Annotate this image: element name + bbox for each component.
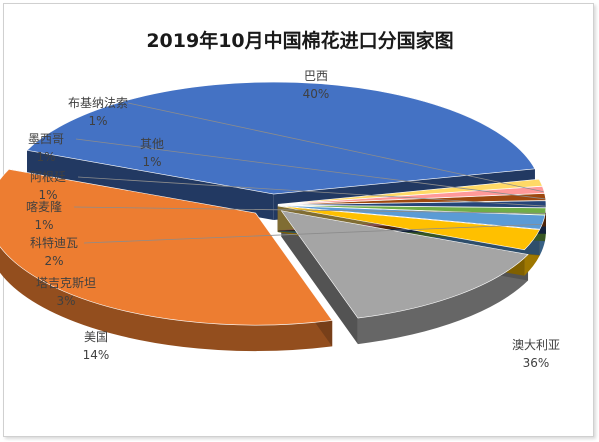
slice-value-label-3: 3% xyxy=(56,294,75,308)
chart-title: 2019年10月中国棉花进口分国家图 xyxy=(146,29,453,52)
leader-line-8 xyxy=(127,102,544,193)
pie-slice-2 xyxy=(280,210,529,319)
slice-name-label-3: 塔吉克斯坦 xyxy=(36,276,96,290)
slice-name-label-6: 阿根廷 xyxy=(30,170,66,184)
leader-line-4 xyxy=(83,223,543,244)
pie-slice-0 xyxy=(26,81,536,195)
pie-wall-0-1 xyxy=(27,150,274,221)
slice-value-label-0: 40% xyxy=(303,87,330,101)
pie-wall-2-0 xyxy=(281,210,358,345)
slice-value-label-6: 1% xyxy=(38,188,57,202)
pie-tops xyxy=(0,81,547,326)
slice-value-label-1: 36% xyxy=(523,356,550,370)
slice-name-label-8: 布基纳法索 xyxy=(68,96,128,110)
leader-line-6 xyxy=(77,176,547,207)
pie-slice-9 xyxy=(277,178,543,205)
pie-side-1 xyxy=(0,169,333,352)
leader-lines xyxy=(73,102,547,244)
slice-name-label-7: 墨西哥 xyxy=(28,132,64,146)
slice-value-label-9: 1% xyxy=(142,155,161,169)
pie-slice-1 xyxy=(0,168,333,326)
leader-line-7 xyxy=(75,138,546,200)
leader-line-5 xyxy=(73,206,546,214)
slice-value-label-7: 1% xyxy=(36,150,55,164)
slice-name-label-0: 巴西 xyxy=(304,69,328,83)
data-labels: 巴西40%澳大利亚36%美国14%塔吉克斯坦3%科特迪瓦2%喀麦隆1%阿根廷1%… xyxy=(26,69,560,370)
slice-name-label-1: 澳大利亚 xyxy=(512,338,560,352)
slice-value-label-4: 2% xyxy=(44,254,63,268)
slice-name-label-5: 喀麦隆 xyxy=(26,199,62,214)
slice-name-label-9: 其他 xyxy=(140,137,164,151)
slice-value-label-8: 1% xyxy=(88,114,107,128)
slice-name-label-4: 科特迪瓦 xyxy=(30,235,78,250)
pie-side-2 xyxy=(357,254,529,345)
slice-value-label-2: 14% xyxy=(83,348,110,362)
pie-slice-3 xyxy=(277,205,541,251)
slice-value-label-5: 1% xyxy=(34,218,53,232)
pie-slice-4 xyxy=(277,205,546,230)
slice-name-label-2: 美国 xyxy=(84,330,108,344)
